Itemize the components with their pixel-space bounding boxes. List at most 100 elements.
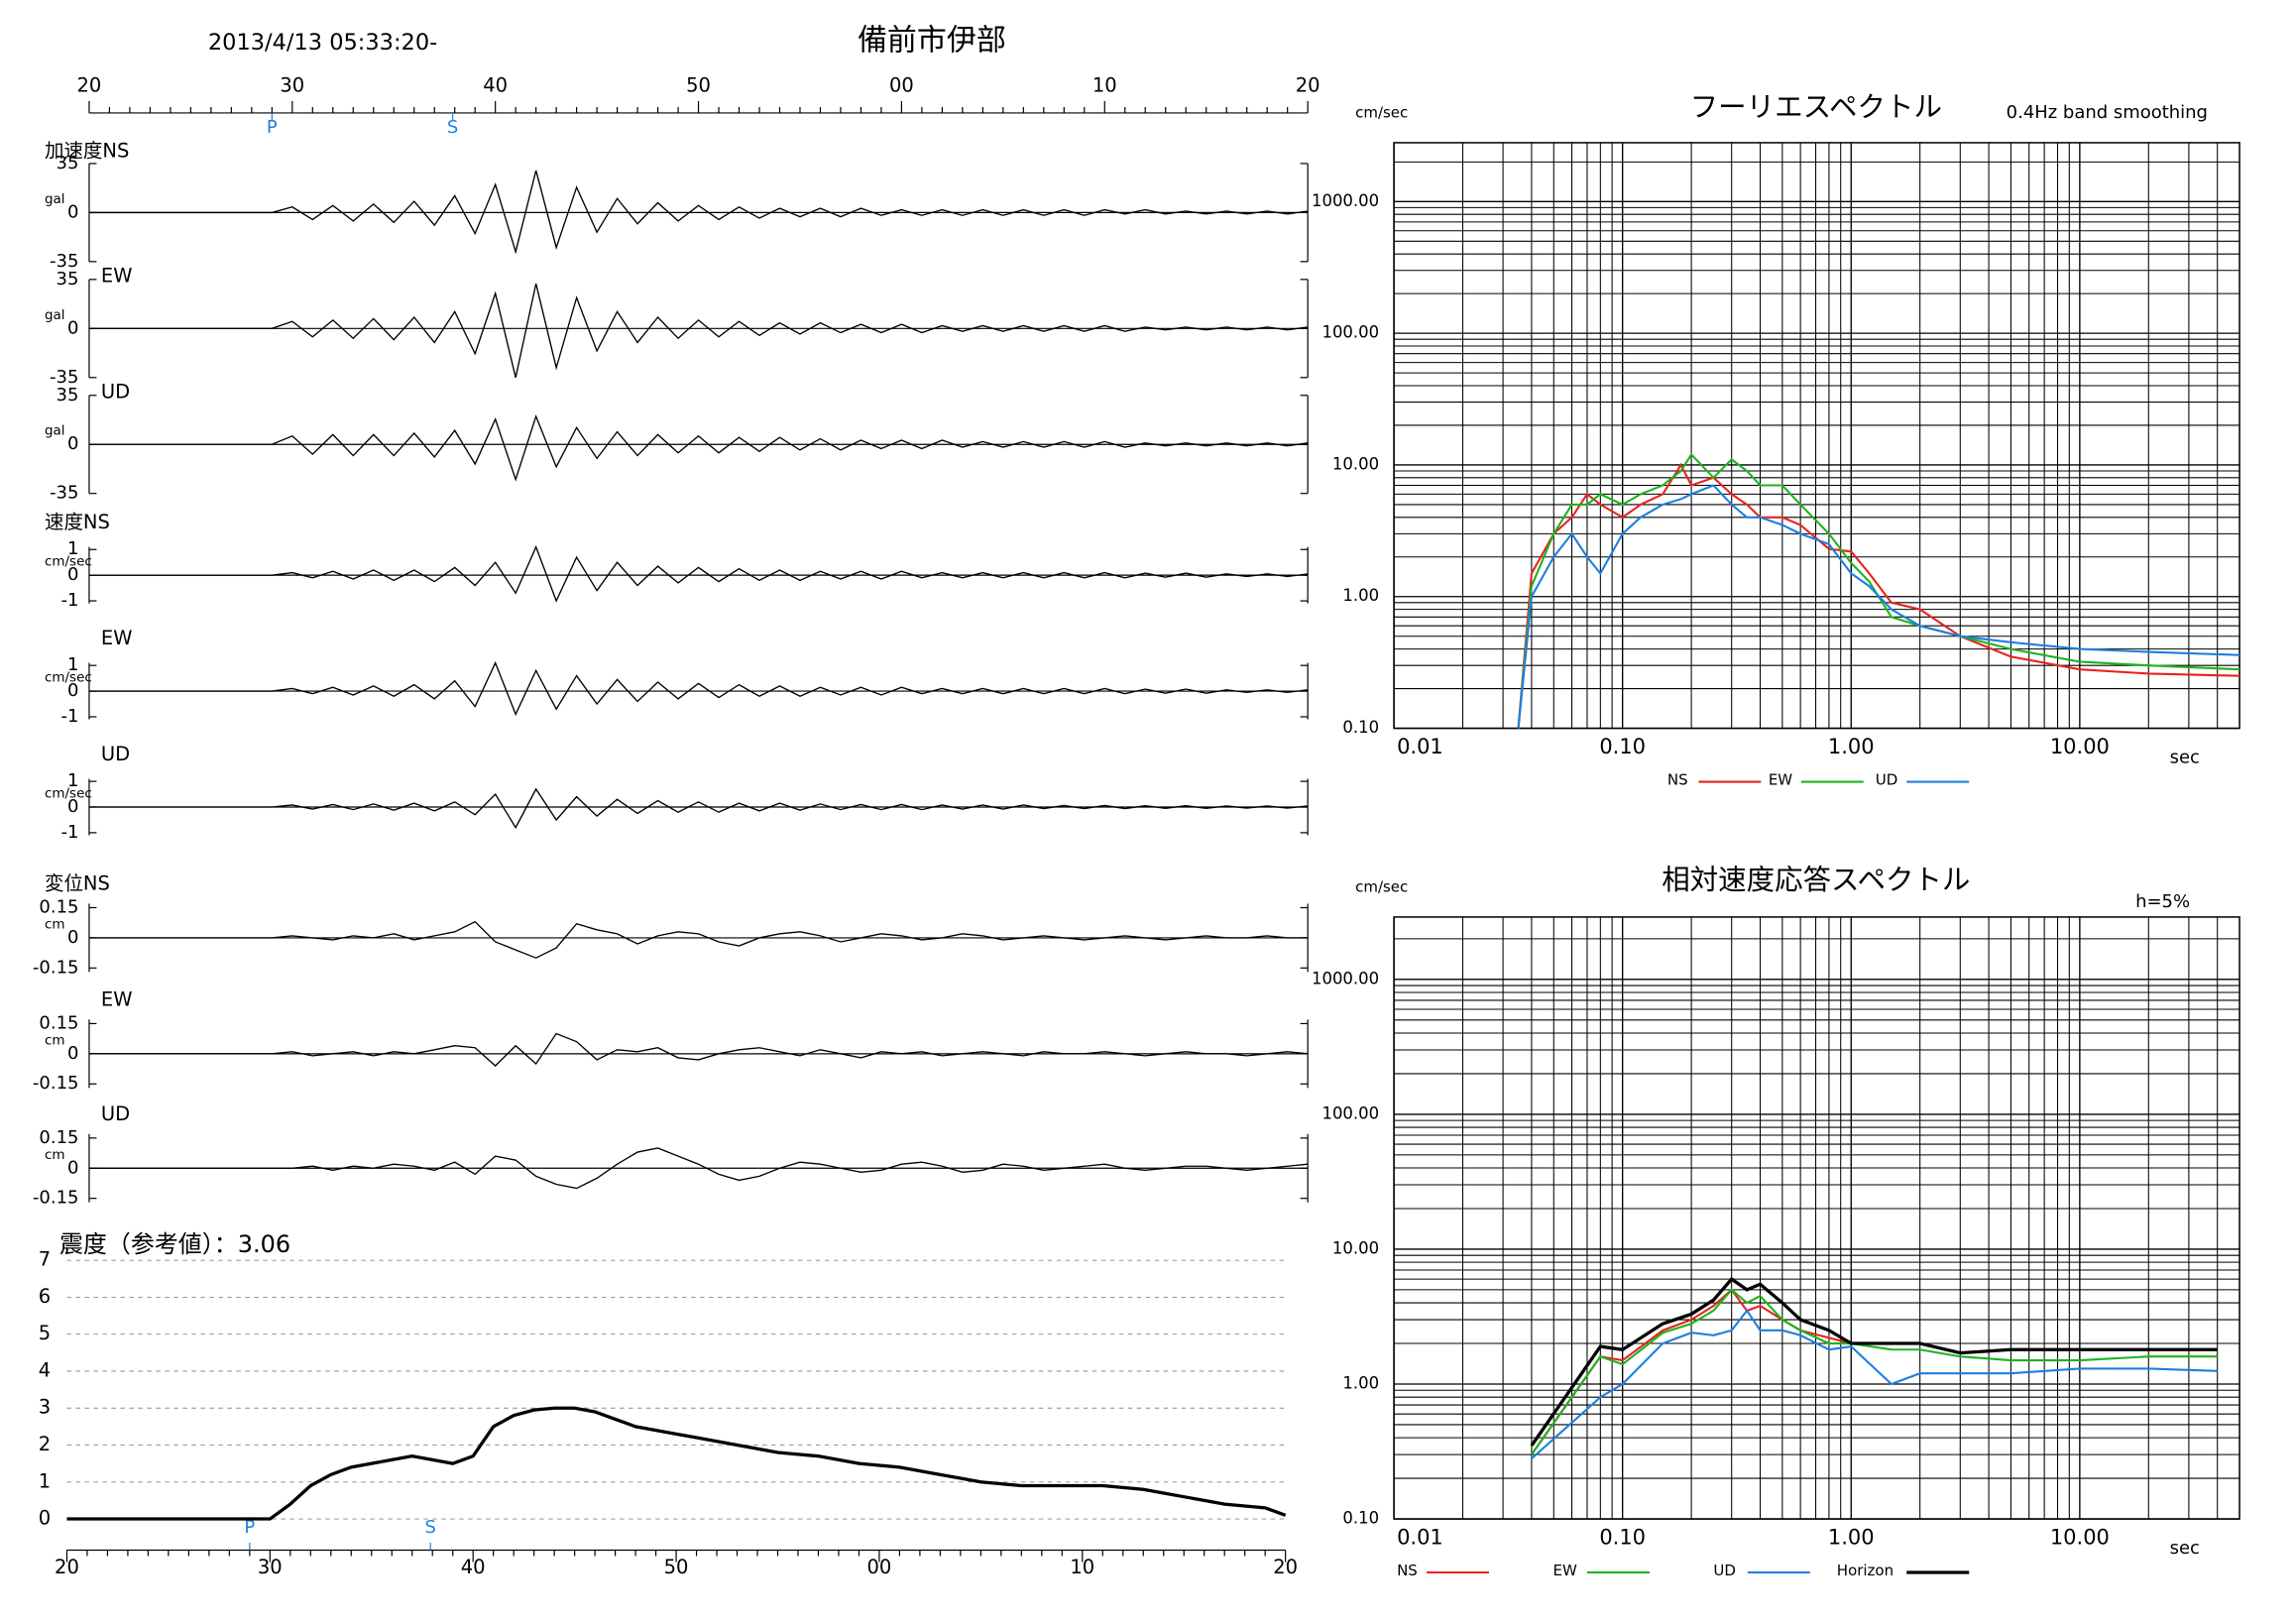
y-tick-label: -1: [61, 822, 79, 843]
waveform-trace: [88, 1147, 1309, 1190]
waveform-trace: [88, 660, 1309, 717]
y-tick-label: 1.00: [1342, 1373, 1379, 1392]
y-tick-label: 3: [39, 1396, 51, 1419]
y-tick-label: 0: [67, 796, 78, 817]
x-tick-label: 20: [55, 1556, 79, 1578]
waveform-trace: [88, 1032, 1309, 1067]
unit-label: cm: [45, 916, 65, 932]
y-tick-label: 10.00: [1332, 1238, 1379, 1257]
x-tick-label: 0.01: [1397, 1526, 1443, 1550]
x-tick-label: 10: [1092, 73, 1117, 96]
chart-title: フーリエスペクトル: [1690, 90, 1942, 123]
y-tick-label: -35: [50, 483, 78, 504]
chart-note: h=5%: [2135, 891, 2190, 912]
y-tick-label: 2: [39, 1433, 51, 1455]
y-tick-label: 0.10: [1342, 718, 1379, 737]
unit-label: cm/sec: [45, 554, 92, 570]
x-tick-label: 1.00: [1828, 1526, 1875, 1550]
x-tick-label: 40: [483, 73, 508, 96]
y-tick-label: 1: [39, 1469, 51, 1492]
waveform-trace: [88, 544, 1309, 603]
start-time: 2013/4/13 05:33:20-: [208, 30, 437, 56]
y-tick-label: 1.00: [1342, 586, 1379, 605]
spectrum-line: [1517, 484, 2240, 729]
x-unit: sec: [2170, 1538, 2200, 1559]
y-tick-label: 35: [57, 153, 79, 174]
station-title: 備前市伊部: [858, 24, 1006, 58]
y-tick-label: 0: [67, 1157, 78, 1178]
y-tick-label: 0: [67, 1043, 78, 1064]
phase-label: S: [447, 117, 458, 138]
y-tick-label: 5: [39, 1322, 51, 1344]
y-tick-label: -35: [50, 251, 78, 272]
waveform-trace: [88, 413, 1309, 482]
intensity-line: [66, 1406, 1287, 1521]
plot-frame: [1393, 142, 2240, 730]
x-tick-label: 00: [867, 1556, 892, 1578]
y-tick-label: 0.10: [1342, 1509, 1379, 1528]
legend-label: NS: [1397, 1562, 1418, 1579]
x-tick-label: 40: [461, 1556, 486, 1578]
legend-label: Horizon: [1837, 1562, 1894, 1579]
y-tick-label: -0.15: [33, 1073, 79, 1094]
y-tick-label: -0.15: [33, 957, 79, 978]
panel-label: EW: [101, 987, 133, 1010]
x-tick-label: 10.00: [2050, 735, 2110, 758]
panel-label: 速度NS: [45, 511, 110, 533]
y-tick-label: -1: [61, 590, 79, 611]
y-tick-label: 0: [67, 927, 78, 948]
unit-label: cm: [45, 1032, 65, 1048]
x-tick-label: 30: [258, 1556, 283, 1578]
x-unit: sec: [2170, 748, 2200, 768]
panel-label: 加速度NS: [45, 139, 129, 162]
unit-label: cm/sec: [45, 670, 92, 686]
phase-label: P: [267, 117, 278, 138]
y-tick-label: 0: [67, 680, 78, 701]
y-tick-label: 0.15: [39, 1127, 78, 1148]
panel-label: EW: [101, 627, 133, 649]
legend-label: UD: [1876, 771, 1898, 789]
phase-label: S: [424, 1517, 435, 1538]
panel-label: 変位NS: [45, 871, 110, 894]
x-tick-label: 0.01: [1397, 735, 1443, 758]
x-tick-label: 0.10: [1599, 735, 1646, 758]
unit-label: gal: [45, 307, 65, 323]
chart-title: 相対速度応答スペクトル: [1662, 864, 1970, 896]
y-unit: cm/sec: [1355, 877, 1408, 895]
y-tick-label: 35: [57, 269, 79, 290]
waveform-trace: [88, 170, 1309, 255]
y-tick-label: -1: [61, 706, 79, 727]
y-tick-label: 100.00: [1321, 1103, 1379, 1122]
y-tick-label: -35: [50, 367, 78, 388]
x-tick-label: 20: [1296, 73, 1320, 96]
y-tick-label: 1: [67, 654, 78, 675]
panel-label: UD: [101, 743, 130, 765]
waveform-trace: [88, 283, 1309, 378]
x-tick-label: 10.00: [2050, 1526, 2110, 1550]
x-tick-label: 0.10: [1599, 1526, 1646, 1550]
x-tick-label: 20: [1273, 1556, 1298, 1578]
spectrum-line: [1517, 462, 2240, 729]
x-tick-label: 1.00: [1828, 735, 1875, 758]
y-tick-label: 0: [67, 317, 78, 338]
legend-label: UD: [1713, 1562, 1736, 1579]
plot-frame: [1393, 916, 2240, 1520]
y-tick-label: -0.15: [33, 1188, 79, 1209]
spectrum-line: [1517, 452, 2240, 729]
unit-label: gal: [45, 191, 65, 207]
legend-label: NS: [1667, 771, 1688, 789]
y-tick-label: 1000.00: [1312, 191, 1379, 210]
y-tick-label: 1: [67, 538, 78, 559]
waveform-trace: [88, 920, 1309, 959]
unit-label: gal: [45, 423, 65, 439]
waveform-trace: [88, 787, 1309, 830]
y-tick-label: 100.00: [1321, 323, 1379, 342]
x-tick-label: 50: [664, 1556, 689, 1578]
y-tick-label: 0.15: [39, 1012, 78, 1033]
phase-label: P: [244, 1517, 255, 1538]
x-tick-label: 30: [280, 73, 304, 96]
y-tick-label: 0.15: [39, 896, 78, 917]
y-tick-label: 7: [39, 1248, 51, 1271]
